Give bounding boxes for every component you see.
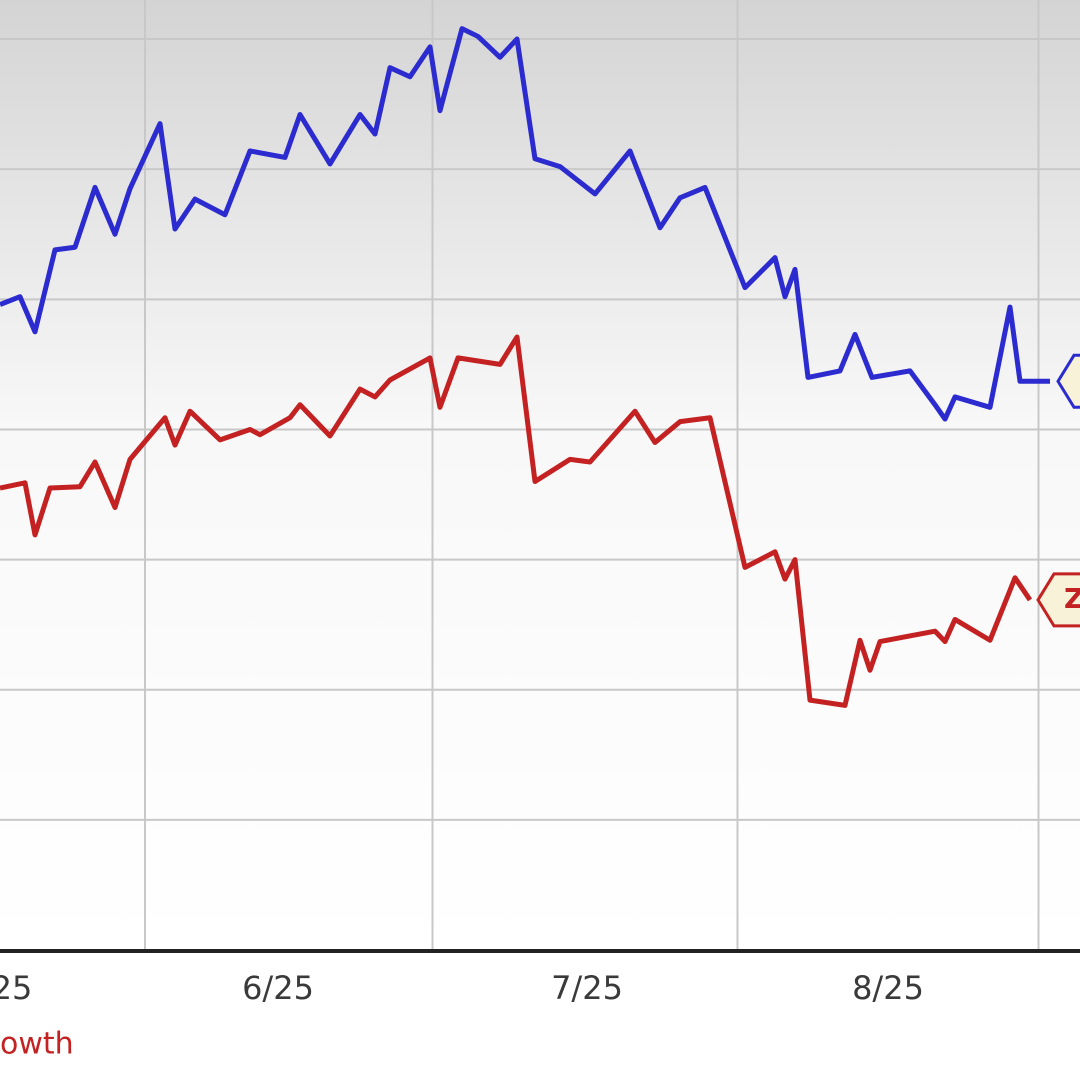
x-tick-label: 25	[0, 969, 32, 1007]
end-tag	[1036, 572, 1080, 628]
lines	[0, 26, 1080, 708]
series-line	[0, 334, 1033, 708]
x-tick-label: 6/25	[242, 969, 314, 1007]
end-tag-label: Z	[1064, 582, 1080, 615]
x-tick-label: 8/25	[852, 969, 924, 1007]
series-line	[0, 26, 1050, 422]
x-tick-label: 7/25	[551, 969, 623, 1007]
end-tag	[1056, 353, 1080, 409]
legend-label: owth	[0, 1027, 74, 1062]
